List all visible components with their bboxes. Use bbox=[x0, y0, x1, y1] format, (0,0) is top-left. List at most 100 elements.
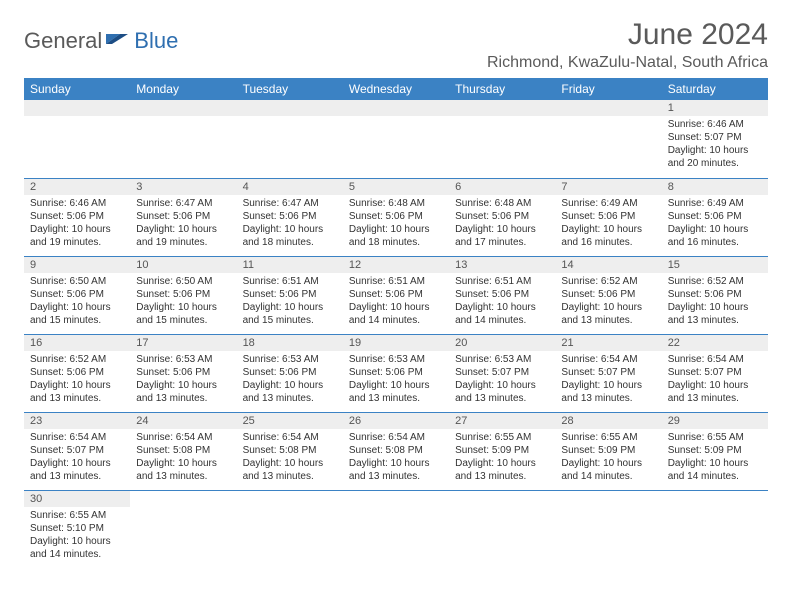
daylight-text-1: Daylight: 10 hours bbox=[349, 379, 443, 392]
daynum-bar-empty bbox=[343, 100, 449, 116]
calendar-cell: 28Sunrise: 6:55 AMSunset: 5:09 PMDayligh… bbox=[555, 412, 661, 490]
col-monday: Monday bbox=[130, 78, 236, 100]
sunrise-text: Sunrise: 6:53 AM bbox=[455, 353, 549, 366]
calendar-row: 2Sunrise: 6:46 AMSunset: 5:06 PMDaylight… bbox=[24, 178, 768, 256]
calendar-row: 16Sunrise: 6:52 AMSunset: 5:06 PMDayligh… bbox=[24, 334, 768, 412]
sunrise-text: Sunrise: 6:48 AM bbox=[455, 197, 549, 210]
day-number: 5 bbox=[343, 179, 449, 195]
calendar-cell: 7Sunrise: 6:49 AMSunset: 5:06 PMDaylight… bbox=[555, 178, 661, 256]
sunrise-text: Sunrise: 6:55 AM bbox=[455, 431, 549, 444]
calendar-cell: 17Sunrise: 6:53 AMSunset: 5:06 PMDayligh… bbox=[130, 334, 236, 412]
sunset-text: Sunset: 5:06 PM bbox=[30, 366, 124, 379]
sunset-text: Sunset: 5:06 PM bbox=[243, 288, 337, 301]
calendar-cell: 1Sunrise: 6:46 AMSunset: 5:07 PMDaylight… bbox=[662, 100, 768, 178]
sunset-text: Sunset: 5:06 PM bbox=[349, 210, 443, 223]
sunset-text: Sunset: 5:06 PM bbox=[668, 210, 762, 223]
daylight-text-1: Daylight: 10 hours bbox=[561, 301, 655, 314]
sunset-text: Sunset: 5:06 PM bbox=[136, 288, 230, 301]
sunrise-text: Sunrise: 6:55 AM bbox=[561, 431, 655, 444]
flag-icon bbox=[106, 30, 132, 53]
calendar-cell: 12Sunrise: 6:51 AMSunset: 5:06 PMDayligh… bbox=[343, 256, 449, 334]
day-details: Sunrise: 6:54 AMSunset: 5:08 PMDaylight:… bbox=[237, 429, 343, 487]
day-number: 9 bbox=[24, 257, 130, 273]
daylight-text-2: and 18 minutes. bbox=[349, 236, 443, 249]
sunrise-text: Sunrise: 6:49 AM bbox=[668, 197, 762, 210]
daylight-text-1: Daylight: 10 hours bbox=[668, 223, 762, 236]
day-details: Sunrise: 6:53 AMSunset: 5:06 PMDaylight:… bbox=[343, 351, 449, 409]
calendar-cell: 25Sunrise: 6:54 AMSunset: 5:08 PMDayligh… bbox=[237, 412, 343, 490]
calendar-cell: 16Sunrise: 6:52 AMSunset: 5:06 PMDayligh… bbox=[24, 334, 130, 412]
sunset-text: Sunset: 5:06 PM bbox=[455, 288, 549, 301]
day-number: 21 bbox=[555, 335, 661, 351]
calendar-cell bbox=[24, 100, 130, 178]
sunset-text: Sunset: 5:06 PM bbox=[30, 288, 124, 301]
day-number: 20 bbox=[449, 335, 555, 351]
daylight-text-2: and 14 minutes. bbox=[668, 470, 762, 483]
daylight-text-1: Daylight: 10 hours bbox=[668, 144, 762, 157]
daylight-text-2: and 16 minutes. bbox=[668, 236, 762, 249]
sunset-text: Sunset: 5:06 PM bbox=[561, 210, 655, 223]
sunrise-text: Sunrise: 6:46 AM bbox=[668, 118, 762, 131]
daylight-text-1: Daylight: 10 hours bbox=[136, 379, 230, 392]
day-details: Sunrise: 6:55 AMSunset: 5:09 PMDaylight:… bbox=[662, 429, 768, 487]
daylight-text-2: and 15 minutes. bbox=[30, 314, 124, 327]
sunset-text: Sunset: 5:06 PM bbox=[561, 288, 655, 301]
daylight-text-2: and 15 minutes. bbox=[243, 314, 337, 327]
sunrise-text: Sunrise: 6:53 AM bbox=[136, 353, 230, 366]
day-number: 28 bbox=[555, 413, 661, 429]
daylight-text-2: and 13 minutes. bbox=[349, 392, 443, 405]
calendar-row: 23Sunrise: 6:54 AMSunset: 5:07 PMDayligh… bbox=[24, 412, 768, 490]
daylight-text-1: Daylight: 10 hours bbox=[455, 301, 549, 314]
col-thursday: Thursday bbox=[449, 78, 555, 100]
col-tuesday: Tuesday bbox=[237, 78, 343, 100]
day-details: Sunrise: 6:51 AMSunset: 5:06 PMDaylight:… bbox=[449, 273, 555, 331]
calendar-row: 30Sunrise: 6:55 AMSunset: 5:10 PMDayligh… bbox=[24, 490, 768, 568]
sunrise-text: Sunrise: 6:54 AM bbox=[243, 431, 337, 444]
brand-part2: Blue bbox=[134, 28, 178, 54]
day-details: Sunrise: 6:52 AMSunset: 5:06 PMDaylight:… bbox=[24, 351, 130, 409]
day-details: Sunrise: 6:53 AMSunset: 5:07 PMDaylight:… bbox=[449, 351, 555, 409]
sunrise-text: Sunrise: 6:54 AM bbox=[668, 353, 762, 366]
day-details: Sunrise: 6:52 AMSunset: 5:06 PMDaylight:… bbox=[555, 273, 661, 331]
sunset-text: Sunset: 5:07 PM bbox=[668, 366, 762, 379]
sunset-text: Sunset: 5:07 PM bbox=[561, 366, 655, 379]
daylight-text-2: and 13 minutes. bbox=[561, 314, 655, 327]
sunrise-text: Sunrise: 6:52 AM bbox=[668, 275, 762, 288]
calendar-cell: 13Sunrise: 6:51 AMSunset: 5:06 PMDayligh… bbox=[449, 256, 555, 334]
day-details: Sunrise: 6:55 AMSunset: 5:09 PMDaylight:… bbox=[449, 429, 555, 487]
sunset-text: Sunset: 5:06 PM bbox=[668, 288, 762, 301]
sunset-text: Sunset: 5:08 PM bbox=[243, 444, 337, 457]
daylight-text-2: and 16 minutes. bbox=[561, 236, 655, 249]
day-details: Sunrise: 6:49 AMSunset: 5:06 PMDaylight:… bbox=[662, 195, 768, 253]
calendar-cell: 14Sunrise: 6:52 AMSunset: 5:06 PMDayligh… bbox=[555, 256, 661, 334]
daylight-text-2: and 13 minutes. bbox=[455, 392, 549, 405]
sunrise-text: Sunrise: 6:53 AM bbox=[243, 353, 337, 366]
calendar-cell: 3Sunrise: 6:47 AMSunset: 5:06 PMDaylight… bbox=[130, 178, 236, 256]
daylight-text-2: and 14 minutes. bbox=[30, 548, 124, 561]
daylight-text-1: Daylight: 10 hours bbox=[243, 379, 337, 392]
calendar-cell bbox=[343, 490, 449, 568]
daylight-text-2: and 13 minutes. bbox=[668, 392, 762, 405]
day-details: Sunrise: 6:49 AMSunset: 5:06 PMDaylight:… bbox=[555, 195, 661, 253]
day-number: 10 bbox=[130, 257, 236, 273]
sunset-text: Sunset: 5:08 PM bbox=[136, 444, 230, 457]
day-details: Sunrise: 6:48 AMSunset: 5:06 PMDaylight:… bbox=[343, 195, 449, 253]
day-number: 13 bbox=[449, 257, 555, 273]
day-number: 27 bbox=[449, 413, 555, 429]
calendar-cell: 30Sunrise: 6:55 AMSunset: 5:10 PMDayligh… bbox=[24, 490, 130, 568]
daylight-text-2: and 13 minutes. bbox=[349, 470, 443, 483]
sunrise-text: Sunrise: 6:47 AM bbox=[243, 197, 337, 210]
sunset-text: Sunset: 5:06 PM bbox=[243, 210, 337, 223]
col-sunday: Sunday bbox=[24, 78, 130, 100]
calendar-cell: 6Sunrise: 6:48 AMSunset: 5:06 PMDaylight… bbox=[449, 178, 555, 256]
day-number: 15 bbox=[662, 257, 768, 273]
sunrise-text: Sunrise: 6:52 AM bbox=[30, 353, 124, 366]
daylight-text-2: and 18 minutes. bbox=[243, 236, 337, 249]
sunset-text: Sunset: 5:09 PM bbox=[561, 444, 655, 457]
sunrise-text: Sunrise: 6:51 AM bbox=[243, 275, 337, 288]
sunset-text: Sunset: 5:06 PM bbox=[349, 288, 443, 301]
sunrise-text: Sunrise: 6:52 AM bbox=[561, 275, 655, 288]
sunrise-text: Sunrise: 6:46 AM bbox=[30, 197, 124, 210]
sunrise-text: Sunrise: 6:47 AM bbox=[136, 197, 230, 210]
day-details: Sunrise: 6:47 AMSunset: 5:06 PMDaylight:… bbox=[237, 195, 343, 253]
